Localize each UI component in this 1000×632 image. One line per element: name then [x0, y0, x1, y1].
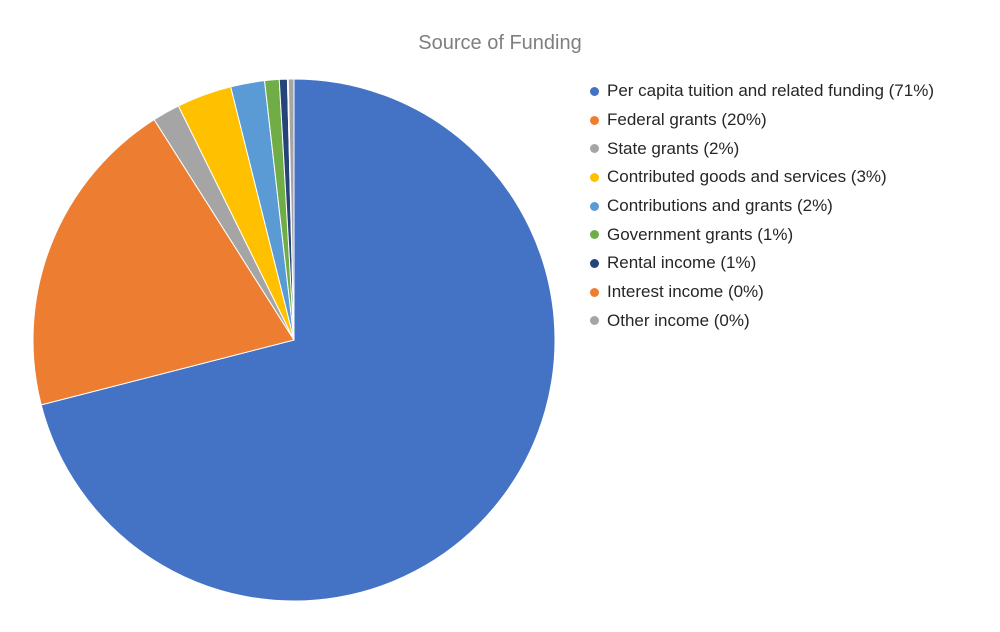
legend-marker-icon: [590, 115, 599, 125]
legend-marker-icon: [590, 316, 599, 326]
pie-slice-0: [40, 78, 556, 602]
legend-label: Per capita tuition and related funding (…: [607, 81, 934, 101]
legend-item: Contributed goods and services (3%): [590, 163, 934, 192]
legend-marker-icon: [590, 287, 599, 297]
legend-marker-icon: [590, 86, 599, 96]
legend-marker-icon: [590, 172, 599, 182]
legend-item: State grants (2%): [590, 134, 934, 163]
legend-marker-icon: [590, 258, 599, 268]
legend-item: Government grants (1%): [590, 220, 934, 249]
legend-label: Contributions and grants (2%): [607, 196, 833, 216]
legend-item: Rental income (1%): [590, 249, 934, 278]
pie-slice-1: [32, 118, 295, 406]
legend-item: Interest income (0%): [590, 278, 934, 307]
legend-item: Per capita tuition and related funding (…: [590, 77, 934, 106]
legend-label: Interest income (0%): [607, 282, 764, 302]
legend-label: Other income (0%): [607, 310, 750, 330]
legend-marker-icon: [590, 201, 599, 211]
legend-label: Federal grants (20%): [607, 110, 767, 130]
legend-item: Contributions and grants (2%): [590, 192, 934, 221]
legend-marker-icon: [590, 230, 599, 240]
legend-label: Government grants (1%): [607, 224, 794, 244]
legend-label: Contributed goods and services (3%): [607, 167, 887, 187]
pie-slice-8: [287, 78, 295, 341]
chart-title: Source of Funding: [418, 32, 582, 54]
legend-label: State grants (2%): [607, 138, 740, 158]
legend-item: Federal grants (20%): [590, 106, 934, 135]
legend-label: Rental income (1%): [607, 253, 757, 273]
legend-marker-icon: [590, 144, 599, 154]
chart-legend: Per capita tuition and related funding (…: [590, 77, 934, 335]
legend-item: Other income (0%): [590, 307, 934, 336]
